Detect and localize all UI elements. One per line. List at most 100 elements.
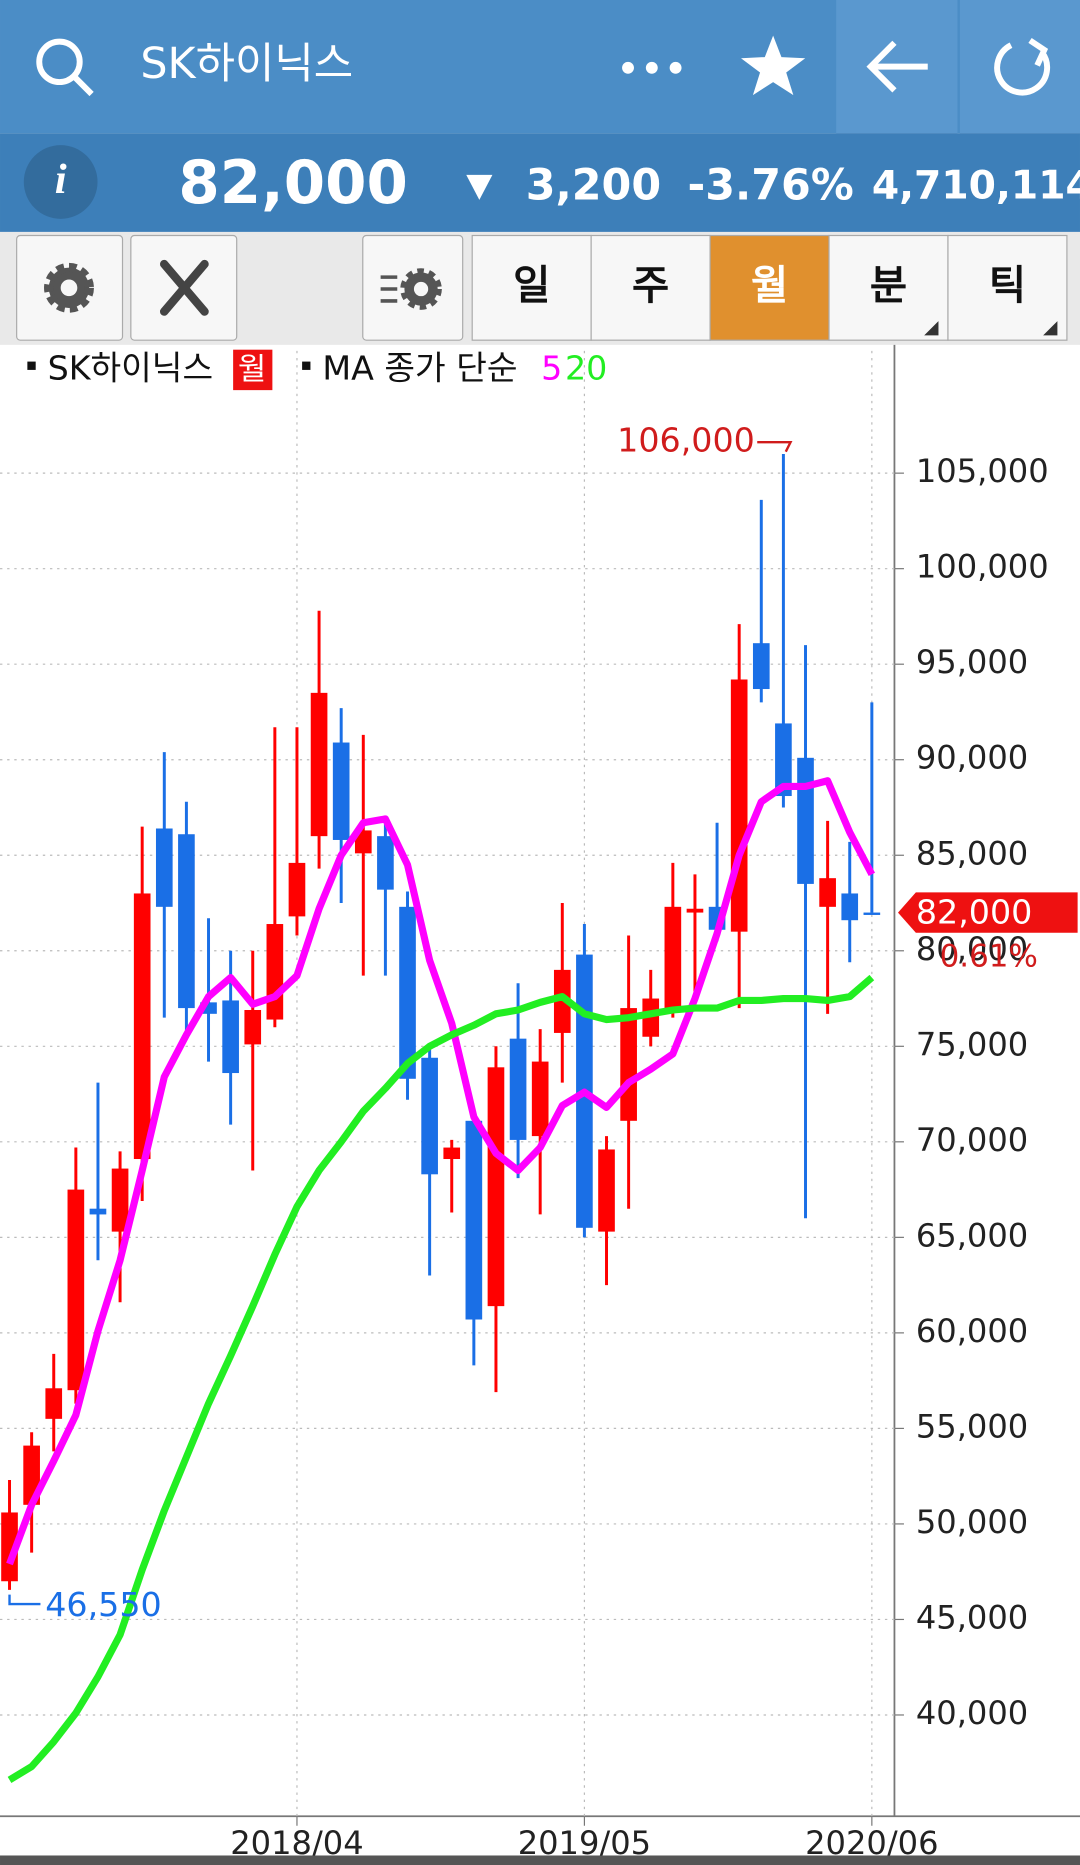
- search-icon[interactable]: [36, 38, 94, 97]
- period-tab[interactable]: [947, 234, 1068, 341]
- legend-period: 월: [238, 352, 266, 388]
- period-tab[interactable]: [709, 234, 830, 341]
- candle-body: [509, 1038, 527, 1140]
- candle-body: [841, 893, 859, 921]
- legend-marker: [302, 361, 311, 370]
- legend-ma5: 5: [541, 348, 562, 387]
- candle-body: [443, 1147, 461, 1160]
- candle-body: [111, 1168, 129, 1232]
- max-arrow: [757, 440, 793, 453]
- y-tick-label: 45,000: [916, 1598, 1028, 1636]
- candle-body: [642, 998, 660, 1037]
- candle-body: [730, 679, 748, 932]
- candle-body: [266, 924, 284, 1020]
- candle-body: [133, 893, 151, 1160]
- legend-ma20: 20: [565, 348, 607, 387]
- y-tick-label: 95,000: [916, 643, 1028, 681]
- candle-body: [752, 643, 770, 690]
- period-tab[interactable]: [590, 234, 711, 341]
- period-tab-label: 월: [751, 261, 788, 309]
- bottom-edge: [0, 1855, 1080, 1865]
- ma-line: [6, 777, 876, 1566]
- y-tick-label: 90,000: [916, 739, 1028, 777]
- plot: 40,000 45,000 50,000 55,000 60,000 65,000 70,0…: [0, 350, 1078, 1862]
- candle-body: [465, 1120, 483, 1320]
- tools-icon: [159, 259, 209, 316]
- candle-body: [310, 692, 328, 837]
- back-icon: [866, 40, 928, 93]
- y-tick-label: 40,000: [916, 1694, 1028, 1732]
- y-tick-label: 70,000: [916, 1121, 1028, 1159]
- candle-body: [89, 1208, 107, 1215]
- y-tick-label: 85,000: [916, 834, 1028, 872]
- candle-body: [487, 1067, 505, 1307]
- candle-body: [399, 906, 416, 1079]
- y-tick-label: 50,000: [916, 1503, 1028, 1541]
- y-tick-label: 80,000: [916, 930, 1028, 968]
- min-arrow: [8, 1594, 41, 1606]
- period-tab[interactable]: [471, 234, 592, 341]
- period-tab-label: 틱: [989, 261, 1026, 309]
- last-price-label: 82,000: [916, 892, 1033, 931]
- candle-body: [819, 878, 836, 907]
- period-tab-label: 주: [632, 261, 669, 309]
- candle-body: [244, 1010, 262, 1045]
- period-badge: [233, 349, 273, 391]
- candle-body: [155, 828, 173, 907]
- y-tick-label: 55,000: [916, 1407, 1028, 1445]
- candle-body: [553, 969, 571, 1033]
- legend-ma: MA 종가 단순: [322, 348, 517, 387]
- down-arrow: [466, 174, 493, 200]
- candle-body: [797, 757, 814, 884]
- y-tick-label: 100,000: [916, 548, 1049, 586]
- candle-body: [775, 723, 792, 797]
- last-price-tag: [898, 892, 1078, 933]
- refresh-icon: [994, 37, 1051, 96]
- candle-body: [1, 1512, 18, 1582]
- candle-body: [200, 1002, 217, 1014]
- candle-body: [598, 1149, 615, 1232]
- ma-line: [7, 974, 875, 1783]
- tab-corner: [1043, 321, 1058, 336]
- more-icon[interactable]: [622, 61, 682, 74]
- favorite-icon[interactable]: [741, 35, 806, 96]
- candle-body: [421, 1057, 438, 1175]
- last-price-note: 0.61%: [940, 938, 1038, 974]
- candle-body: [222, 1000, 239, 1074]
- candle-body: [67, 1189, 85, 1391]
- y-tick-label: 60,000: [916, 1312, 1028, 1350]
- x-tick-label: 2018/04: [230, 1824, 363, 1862]
- candle-body: [664, 906, 682, 1009]
- period-tab[interactable]: [828, 234, 949, 341]
- info-icon: i: [55, 156, 67, 203]
- x-tick-label: 2020/06: [805, 1824, 938, 1862]
- candle-body: [332, 742, 350, 840]
- gear-icon: [44, 262, 94, 313]
- candle-body: [377, 836, 394, 890]
- refresh-button[interactable]: [959, 0, 1080, 134]
- info-button[interactable]: [23, 145, 98, 219]
- candle-body: [45, 1388, 63, 1419]
- legend: SK하이닉스 월 MA 종가 단순 5 20: [27, 348, 607, 391]
- candle-body: [863, 912, 881, 915]
- x-tick-label: 2019/05: [518, 1824, 651, 1862]
- volume: 4,710,114: [872, 163, 1080, 208]
- candle-body: [288, 862, 306, 917]
- min-label: 46,550: [45, 1585, 162, 1624]
- candle-body: [354, 830, 372, 854]
- y-tick-label: 65,000: [916, 1216, 1028, 1254]
- legend-marker: [27, 361, 36, 370]
- price-bar: [0, 133, 1080, 232]
- max-label: 106,000: [617, 421, 755, 460]
- change-percent: -3.76%: [687, 160, 853, 210]
- y-tick-label: 105,000: [916, 452, 1049, 490]
- candle-body: [620, 1008, 637, 1121]
- stock-title: SK하이닉스: [140, 39, 353, 89]
- y-tick-label: 75,000: [916, 1025, 1028, 1063]
- candle-body: [531, 1061, 549, 1137]
- candle-body: [178, 834, 195, 1009]
- period-tab-label: 분: [870, 261, 907, 309]
